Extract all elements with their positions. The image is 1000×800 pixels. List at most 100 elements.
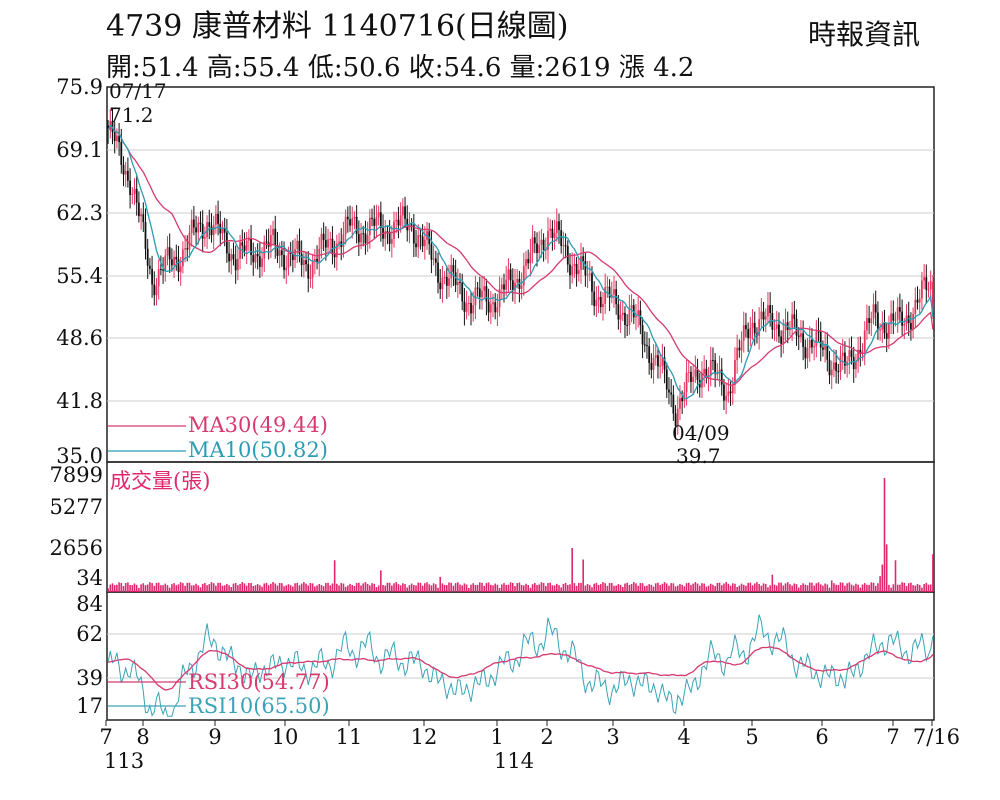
volume-bar <box>331 583 334 592</box>
volume-bar <box>549 582 551 592</box>
volume-bar <box>199 587 202 592</box>
volume-bar <box>615 585 617 592</box>
candle-body <box>245 240 248 251</box>
volume-bar <box>162 585 164 592</box>
volume-bar <box>474 584 477 592</box>
candle-body <box>630 305 633 309</box>
x-tick-label: 5 <box>745 725 758 749</box>
volume-bar <box>188 582 191 592</box>
volume-bar <box>833 583 835 592</box>
candle-body <box>173 256 175 266</box>
candle-body <box>278 250 281 256</box>
candle-body <box>322 233 325 241</box>
volume-bar <box>485 583 488 592</box>
candle-body <box>692 376 695 382</box>
volume-bar <box>804 584 807 592</box>
candle-body <box>848 350 851 362</box>
candle-body <box>146 248 149 266</box>
candle-body <box>753 322 756 334</box>
volume-bar <box>533 583 536 592</box>
data-source-label: 時報資訊 <box>808 18 920 51</box>
volume-bar <box>243 583 246 592</box>
volume-bar <box>281 583 283 592</box>
candle-body <box>577 270 580 275</box>
volume-bar <box>844 585 846 592</box>
legend-ma30: MA30(49.44) <box>188 413 328 437</box>
volume-bar <box>131 585 134 592</box>
volume-bar <box>223 585 226 592</box>
volume-bar <box>272 582 274 592</box>
candle-body <box>362 233 365 235</box>
volume-bar <box>608 583 611 592</box>
volume-y-tick-label: 5277 <box>50 495 103 519</box>
volume-bar <box>866 584 868 592</box>
volume-bar <box>762 583 765 592</box>
volume-bar <box>314 586 316 592</box>
candle-body <box>159 269 162 271</box>
candle-body <box>472 305 475 314</box>
volume-bar <box>135 584 138 592</box>
candle-body <box>591 273 593 292</box>
volume-bar <box>718 582 721 592</box>
volume-bar <box>265 582 268 592</box>
candle-body <box>690 371 692 382</box>
volume-bar <box>197 585 200 592</box>
annotation-low-value: 39.7 <box>676 444 721 468</box>
candle-body <box>654 355 657 358</box>
candle-body <box>892 313 895 321</box>
candle-body <box>511 280 514 291</box>
candle-body <box>855 361 857 370</box>
candle-body <box>903 324 906 326</box>
candle-body <box>731 384 734 394</box>
candle-body <box>324 240 327 248</box>
volume-bar <box>509 582 512 592</box>
candle-body <box>419 235 422 237</box>
volume-bar <box>146 584 149 592</box>
volume-bar <box>885 544 888 592</box>
candle-body <box>399 215 402 226</box>
volume-bar <box>808 582 811 592</box>
candle-body <box>549 228 552 231</box>
candle-body <box>287 252 290 268</box>
candle-body <box>192 219 195 228</box>
candle-body <box>833 362 835 370</box>
candle-body <box>122 164 125 175</box>
volume-bar <box>424 583 426 592</box>
volume-bar <box>184 585 186 592</box>
candle-body <box>201 223 204 239</box>
volume-bar <box>250 583 252 592</box>
candle-body <box>800 333 802 337</box>
candle-body <box>852 356 855 370</box>
volume-bar <box>771 574 774 592</box>
candle-body <box>195 227 197 233</box>
volume-bar <box>437 587 439 592</box>
candle-body <box>496 307 499 313</box>
volume-bar <box>190 585 193 592</box>
candle-body <box>454 272 457 286</box>
volume-bar <box>353 585 356 592</box>
volume-bar <box>195 583 197 592</box>
candle-body <box>663 357 666 370</box>
x-tick-label: 10 <box>272 725 299 749</box>
volume-bar <box>270 583 272 592</box>
candle-body <box>162 269 164 271</box>
volume-bar <box>819 584 822 592</box>
candle-body <box>329 238 332 240</box>
volume-bar <box>855 583 857 592</box>
volume-bar <box>681 584 683 592</box>
volume-bar <box>685 583 688 592</box>
volume-bar <box>729 585 732 592</box>
volume-bar <box>362 583 365 592</box>
candle-body <box>373 218 376 226</box>
volume-bar <box>868 584 870 592</box>
volume-bar <box>177 584 180 592</box>
candle-body <box>316 258 318 263</box>
candle-body <box>621 312 624 316</box>
volume-bar <box>593 583 595 592</box>
candle-body <box>912 314 915 330</box>
candle-body <box>212 224 215 236</box>
volume-bar <box>665 583 668 592</box>
volume-bar <box>512 582 514 592</box>
volume-bar <box>415 585 417 592</box>
